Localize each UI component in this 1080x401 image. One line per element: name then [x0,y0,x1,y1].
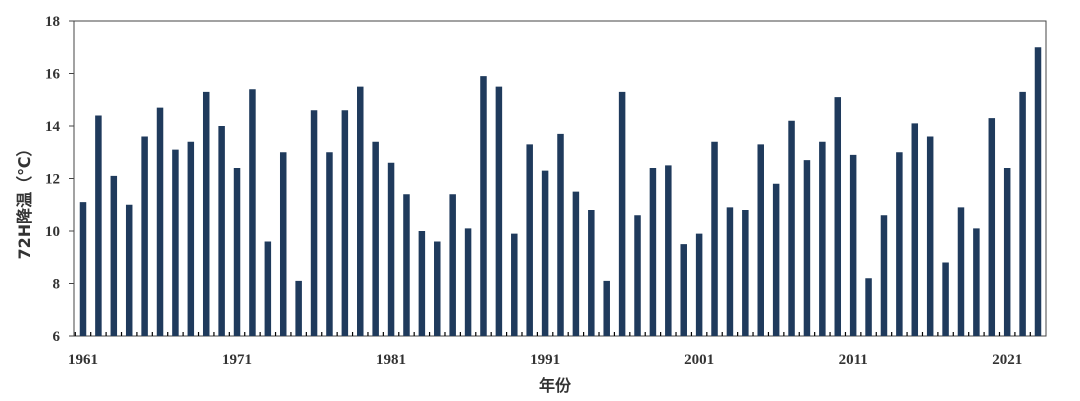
x-ticks-group: 1961 1971 1981 1991 2001 2011 2021 [68,332,1031,368]
bar-2016 [926,136,934,336]
bar-1978 [341,110,349,336]
bar-1973 [264,241,272,336]
bars-group [79,47,1042,337]
y-ticks-group: 6 8 10 12 14 16 18 [45,14,74,345]
bar-1993 [572,191,580,337]
x-tick-label-2001: 2001 [684,352,714,368]
bar-1974 [279,152,287,336]
bar-2004 [742,210,749,336]
bar-2010 [834,97,842,337]
bar-1984 [434,241,441,336]
bar-2005 [757,144,764,336]
bar-2008 [803,160,811,336]
bar-2003 [726,207,734,336]
bar-1976 [310,110,318,336]
x-axis-title: 年份 [539,376,572,395]
y-tick-label-18: 18 [45,14,60,30]
bar-1991 [541,170,549,337]
bar-2012 [865,278,872,336]
bar-1996 [618,91,626,337]
y-tick-label-8: 8 [53,277,61,293]
bar-2014 [896,152,903,336]
bar-1980 [372,141,379,336]
bar-2002 [711,141,718,336]
bar-1994 [588,210,595,336]
x-tick-label-1981: 1981 [376,352,406,368]
bar-2011 [849,154,857,336]
y-axis-title: 72H降温（℃） [15,140,34,259]
x-tick-label-2021: 2021 [992,352,1022,368]
bar-1963 [110,175,118,337]
bar-1966 [156,107,164,337]
bar-1981 [387,162,395,336]
bar-1997 [634,215,641,336]
bar-2020 [988,118,996,337]
bar-2015 [911,123,919,336]
bar-1967 [172,149,179,337]
bar-1965 [141,136,148,336]
bar-2001 [695,233,703,337]
bar-1983 [418,231,426,336]
x-tick-label-1991: 1991 [530,352,560,368]
bar-2009 [819,141,826,336]
bar-2018 [957,207,965,336]
x-tick-label-1971: 1971 [222,352,252,368]
x-tick-label-2011: 2011 [839,352,868,368]
y-tick-label-10: 10 [45,224,60,240]
bar-1995 [603,280,610,337]
bar-2019 [973,228,980,337]
bar-1970 [218,126,225,336]
bar-1961 [79,202,87,337]
bar-1964 [125,204,133,336]
bar-2006 [772,183,780,336]
bar-1992 [557,133,564,336]
y-tick-label-6: 6 [53,329,61,345]
bar-1988 [495,86,503,337]
bar-1971 [233,168,241,336]
bar-2013 [880,215,888,336]
bar-2021 [1003,168,1011,336]
bar-1998 [649,168,657,336]
y-tick-label-14: 14 [45,119,61,135]
bar-1972 [249,89,256,336]
bar-1987 [480,76,487,337]
x-tick-label-1961: 1961 [68,352,98,368]
bar-1968 [187,141,195,336]
bar-1982 [403,194,410,336]
y-tick-label-12: 12 [45,172,60,188]
bar-2023 [1034,47,1042,336]
bar-1969 [202,91,210,337]
bar-1979 [357,86,364,337]
bar-1990 [526,144,533,336]
bar-2022 [1019,91,1026,337]
bar-1985 [449,194,456,336]
bar-2000 [680,244,687,337]
bar-2007 [788,120,795,336]
bar-2017 [942,262,949,336]
bar-1977 [326,152,333,336]
bar-1962 [95,115,102,336]
bar-1989 [511,233,518,337]
bar-1999 [665,165,672,337]
y-tick-label-16: 16 [45,67,61,83]
bar-1986 [464,228,472,337]
bar-1975 [295,280,302,337]
